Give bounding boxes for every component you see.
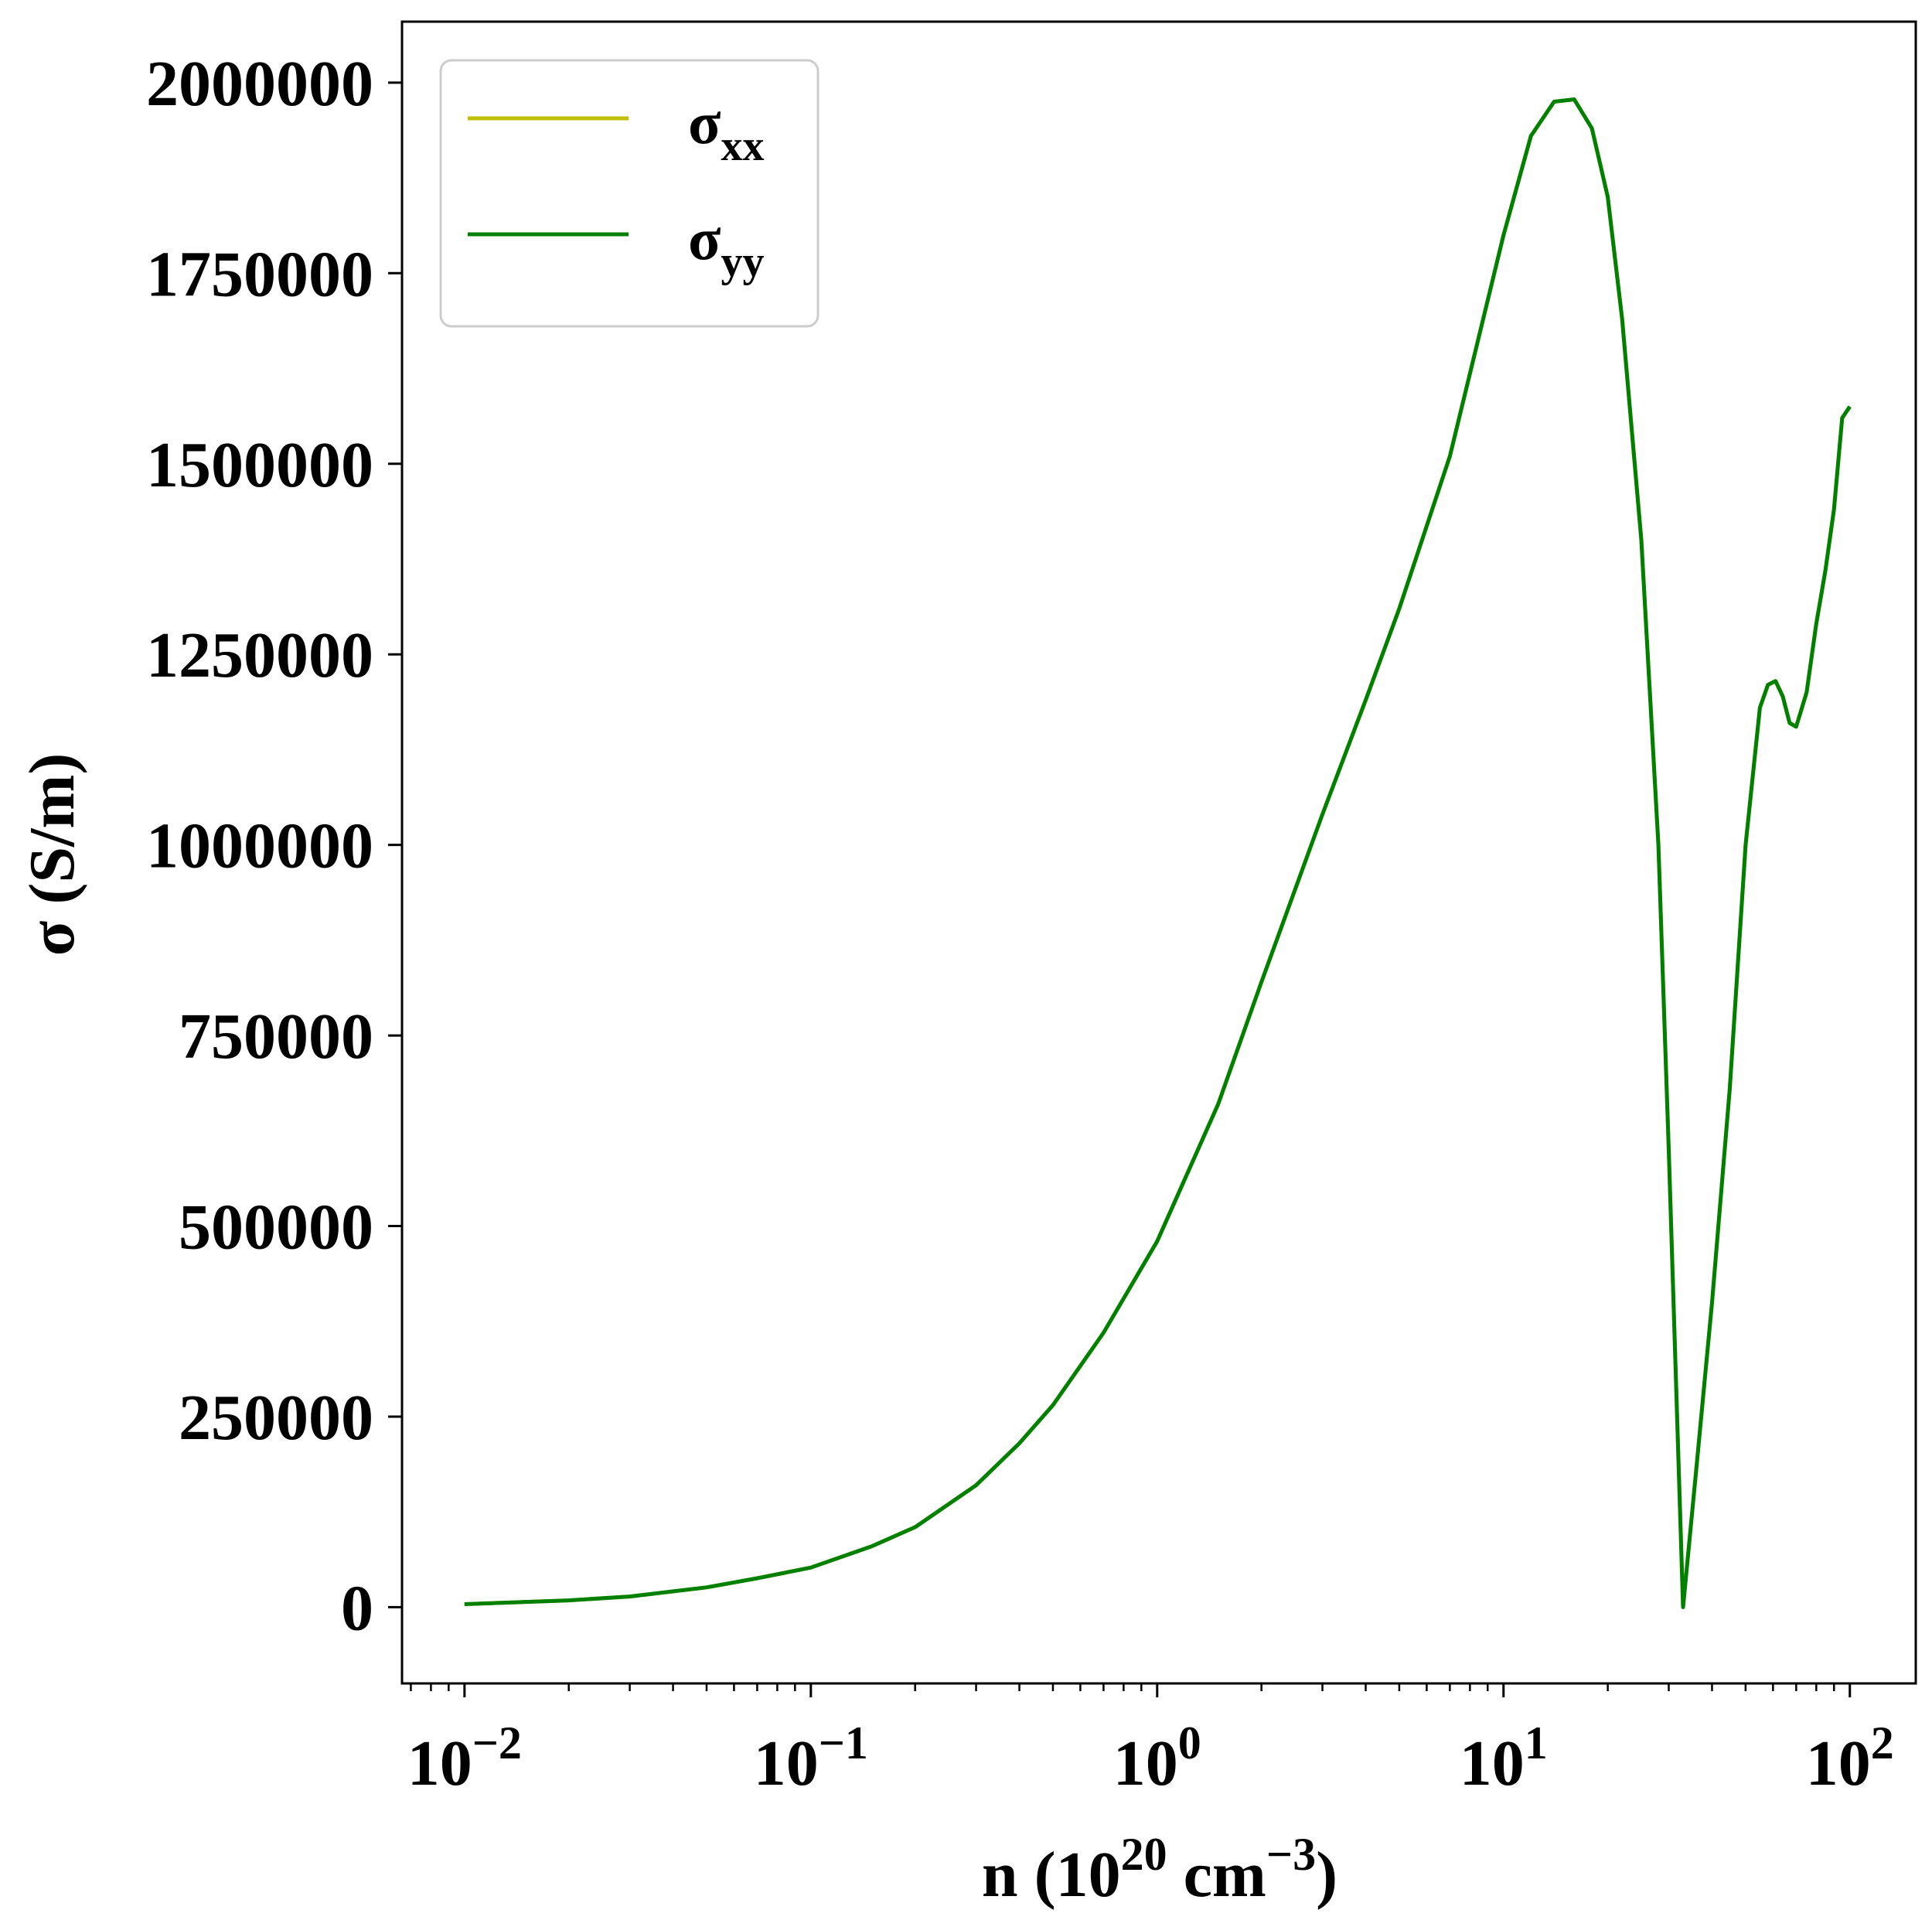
x-tick-label-exponent: −2 [472, 1717, 522, 1768]
y-tick-label: 500000 [179, 1192, 373, 1264]
y-tick-label: 250000 [179, 1382, 373, 1454]
x-tick-label: 10−1 [754, 1717, 868, 1799]
x-tick-label-exponent: 2 [1871, 1717, 1894, 1768]
y-tick-label: 750000 [179, 1001, 373, 1073]
x-tick-label-base: 10 [1460, 1727, 1525, 1799]
legend-label-sigma-yy-base: σ [688, 205, 721, 272]
x-tick-label-base: 10 [1113, 1727, 1178, 1799]
y-tick-label: 1750000 [146, 238, 373, 310]
y-axis-label: σ (S/m) [16, 753, 88, 957]
plot-frame [400, 20, 1917, 1685]
legend: σxx σyy [439, 59, 819, 328]
x-tick-label: 101 [1460, 1717, 1548, 1799]
x-tick-label: 10−2 [407, 1717, 522, 1799]
x-tick-label: 102 [1806, 1717, 1894, 1799]
legend-label-sigma-yy: σyy [688, 205, 764, 286]
x-tick-label-base: 10 [1806, 1727, 1871, 1799]
x-tick-label-base: 10 [754, 1727, 819, 1799]
legend-box [439, 59, 819, 328]
x-tick-label-exponent: −1 [819, 1717, 868, 1768]
y-tick-label: 1000000 [146, 810, 373, 882]
legend-label-sigma-yy-sub: yy [721, 238, 764, 286]
x-tick-label: 100 [1113, 1717, 1201, 1799]
y-tick-label: 2000000 [146, 48, 373, 120]
x-tick-label-exponent: 0 [1178, 1717, 1201, 1768]
x-axis-label-sup2: −3 [1266, 1829, 1316, 1880]
y-tick-label: 1500000 [146, 429, 373, 501]
x-tick-label-base: 10 [407, 1727, 472, 1799]
y-axis-ticks: 0 250000 500000 750000 1000000 1250000 1500000… [146, 48, 402, 1644]
legend-label-sigma-xx: σxx [688, 89, 764, 170]
y-tick-label: 0 [341, 1572, 373, 1644]
x-axis-label-sup1: 20 [1121, 1829, 1167, 1880]
legend-label-sigma-xx-sub: xx [721, 122, 764, 170]
x-axis-label-end: ) [1316, 1839, 1337, 1911]
x-tick-label-exponent: 1 [1525, 1717, 1548, 1768]
x-axis-ticks: 10−2 10−1 100 101 102 [407, 1683, 1894, 1799]
x-axis-label: n (1020 cm−3) [982, 1829, 1337, 1911]
x-axis-label-base: n (10 [982, 1839, 1121, 1911]
series-line-sigma-yy [464, 97, 1852, 1609]
x-axis-label-mid: cm [1167, 1839, 1266, 1911]
y-tick-label: 1250000 [146, 619, 373, 691]
series-layer [464, 97, 1852, 1609]
legend-label-sigma-xx-base: σ [688, 89, 721, 156]
